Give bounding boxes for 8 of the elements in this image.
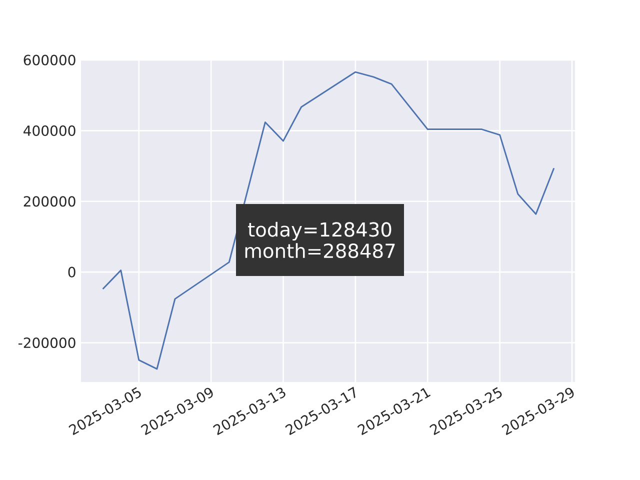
annotation: today=128430 (248, 222, 392, 241)
annotation: month=288487 (245, 243, 395, 258)
line-series (102, 71, 555, 370)
y-tick-label: 400000 (24, 125, 76, 136)
y-tick-label: -200000 (18, 337, 76, 348)
y-tick-label: 200000 (24, 196, 76, 207)
y-tick-label: 600000 (24, 54, 76, 66)
y-tick-label: 0 (68, 266, 76, 278)
